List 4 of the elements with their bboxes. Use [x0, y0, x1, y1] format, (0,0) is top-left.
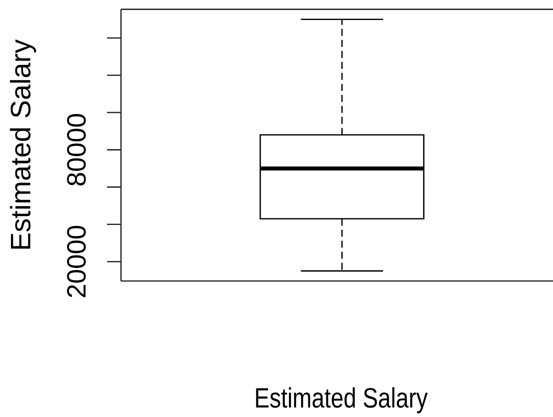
- y-tick-label: 80000: [67, 114, 86, 186]
- y-axis-title: Estimated Salary: [10, 39, 36, 249]
- y-tick-label: 20000: [67, 226, 86, 298]
- x-axis-title: Estimated Salary: [256, 387, 428, 414]
